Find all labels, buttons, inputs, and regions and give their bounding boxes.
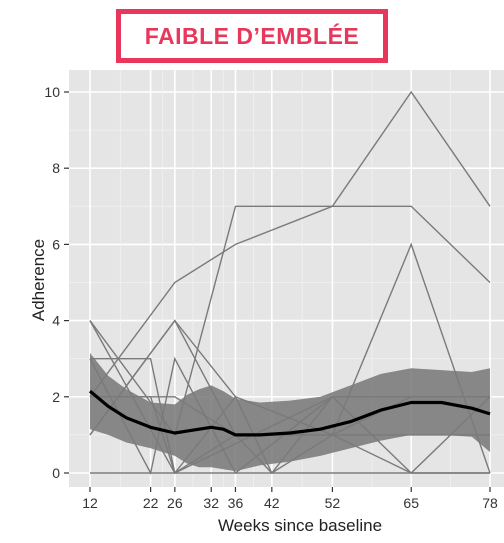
x-tick-label: 32 — [203, 495, 219, 511]
x-axis-label: Weeks since baseline — [218, 516, 382, 535]
x-tick-label: 22 — [143, 495, 159, 511]
y-tick-label: 0 — [52, 465, 60, 481]
confidence-band-layer — [90, 353, 490, 472]
x-tick-label: 42 — [264, 495, 280, 511]
y-tick-label: 2 — [52, 389, 60, 405]
faible-demblee-banner: FAIBLE D’EMBLÉE — [116, 9, 388, 63]
x-tick-label: 12 — [82, 495, 98, 511]
x-tick-label: 78 — [482, 495, 498, 511]
y-tick-label: 4 — [52, 313, 60, 329]
y-axis-ticks: 0 2 4 6 8 10 — [44, 84, 69, 481]
y-tick-label: 10 — [44, 84, 60, 100]
y-tick-label: 6 — [52, 236, 60, 252]
x-axis-ticks: 12 22 26 32 36 42 52 65 78 — [82, 487, 498, 511]
y-axis-label: Adherence — [29, 239, 48, 321]
smooth-line-layer — [88, 389, 491, 437]
confidence-band — [90, 353, 490, 472]
y-tick-label: 8 — [52, 160, 60, 176]
banner-label: FAIBLE D’EMBLÉE — [144, 22, 360, 49]
x-tick-label: 65 — [403, 495, 419, 511]
subject-line-3 — [89, 90, 491, 398]
x-tick-label: 52 — [325, 495, 341, 511]
mean-smooth-line — [88, 389, 491, 437]
subject-line-2 — [89, 205, 491, 437]
x-tick-label: 36 — [228, 495, 244, 511]
x-tick-label: 26 — [167, 495, 183, 511]
